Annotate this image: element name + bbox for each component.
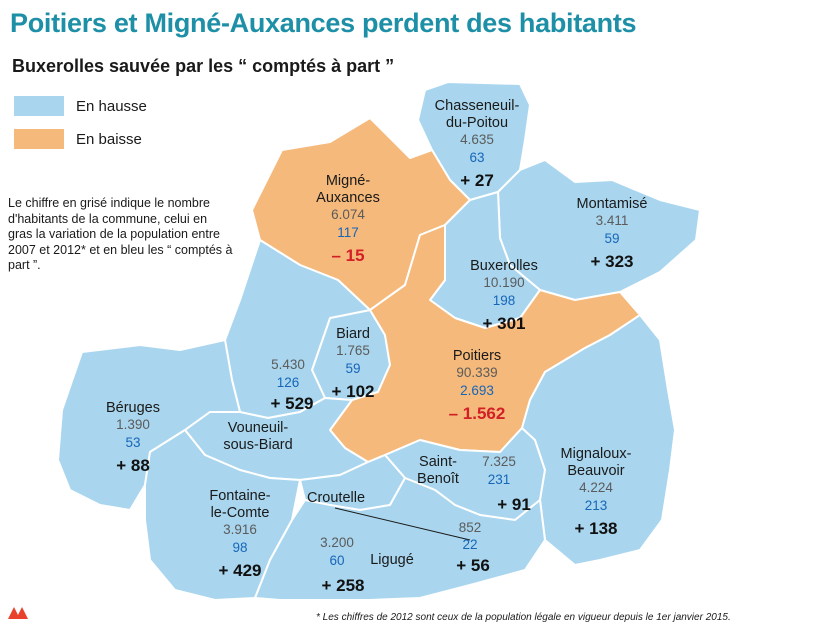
commune-10-name-line-0: Mignaloux- <box>561 446 632 462</box>
commune-11-variation: + 429 <box>218 561 261 580</box>
commune-5-population: 5.430 <box>271 357 305 372</box>
commune-13-variation: + 258 <box>321 576 364 595</box>
commune-shape-mignaloux <box>521 314 676 566</box>
commune-8-name-line-1: sous-Biard <box>223 437 292 453</box>
commune-0-name-line-0: Chasseneuil- <box>435 98 520 114</box>
commune-2-name-line-1: Auxances <box>316 190 380 206</box>
page-subtitle: Buxerolles sauvée par les “ comptés à pa… <box>12 56 395 76</box>
commune-9-variation: + 91 <box>497 495 531 514</box>
commune-0-name-line-1: du-Poitou <box>446 115 508 131</box>
commune-10-name-line-1: Beauvoir <box>567 463 624 479</box>
commune-6-population: 90.339 <box>456 365 497 380</box>
commune-12-name-line-0: Croutelle <box>307 490 365 506</box>
commune-11-name-line-1: le-Comte <box>211 505 270 521</box>
commune-2-name-line-0: Migné- <box>326 173 370 189</box>
commune-8-name-line-0: Vouneuil- <box>228 420 289 436</box>
commune-13-name-line-0: Ligugé <box>370 552 414 568</box>
commune-6-name-line-0: Poitiers <box>453 348 501 364</box>
legend-label-hausse: En hausse <box>76 97 147 115</box>
commune-9-name-line-0: Saint- <box>419 454 457 470</box>
legend-swatch-hausse <box>14 96 64 116</box>
commune-9-population: 7.325 <box>482 454 516 469</box>
commune-11-comptes-a-part: 98 <box>232 540 247 555</box>
legend-item-baisse: En baisse <box>14 129 142 149</box>
commune-6-comptes-a-part: 2.693 <box>460 383 494 398</box>
commune-4-variation: + 102 <box>331 382 374 401</box>
commune-13-population: 3.200 <box>320 535 354 550</box>
croutelle-leader-line <box>334 507 471 541</box>
newspaper-logo-icon <box>8 607 28 619</box>
commune-12-variation: + 56 <box>456 556 490 575</box>
commune-4-population: 1.765 <box>336 343 370 358</box>
commune-2-population: 6.074 <box>331 207 365 222</box>
commune-1-comptes-a-part: 59 <box>604 231 619 246</box>
commune-7-population: 1.390 <box>116 417 150 432</box>
commune-7-name-line-0: Béruges <box>106 400 160 416</box>
legend-item-hausse: En hausse <box>14 96 147 116</box>
commune-10-population: 4.224 <box>579 480 613 495</box>
commune-shape-liguge <box>254 477 546 601</box>
legend-swatch-baisse <box>14 129 64 149</box>
commune-11-population: 3.916 <box>223 522 257 537</box>
commune-4-name-line-0: Biard <box>336 326 370 342</box>
commune-1-variation: + 323 <box>590 252 633 271</box>
commune-6-variation: – 1.562 <box>449 404 506 423</box>
commune-2-comptes-a-part: 117 <box>337 225 359 240</box>
commune-0-population: 4.635 <box>460 132 494 147</box>
commune-9-name-line-1: Benoît <box>417 471 459 487</box>
commune-9-comptes-a-part: 231 <box>488 472 511 487</box>
page-title: Poitiers et Migné-Auxances perdent des h… <box>10 8 637 38</box>
commune-11-name-line-0: Fontaine- <box>209 488 270 504</box>
commune-3-name-line-0: Buxerolles <box>470 258 538 274</box>
commune-1-population: 3.411 <box>596 213 629 228</box>
explanatory-note: Le chiffre en grisé indique le nombre d'… <box>8 196 233 272</box>
commune-4-comptes-a-part: 59 <box>345 361 360 376</box>
legend-label-baisse: En baisse <box>76 130 142 148</box>
commune-2-variation: – 15 <box>331 246 364 265</box>
commune-3-variation: + 301 <box>482 314 525 333</box>
commune-10-variation: + 138 <box>574 519 617 538</box>
commune-12-population: 852 <box>459 520 482 535</box>
commune-0-comptes-a-part: 63 <box>469 150 484 165</box>
commune-10-comptes-a-part: 213 <box>585 498 608 513</box>
commune-7-variation: + 88 <box>116 456 150 475</box>
commune-3-population: 10.190 <box>483 275 524 290</box>
commune-12-comptes-a-part: 22 <box>462 537 477 552</box>
commune-0-variation: + 27 <box>460 171 494 190</box>
commune-1-name-line-0: Montamisé <box>577 196 648 212</box>
commune-3-comptes-a-part: 198 <box>493 293 516 308</box>
footnote: * Les chiffres de 2012 sont ceux de la p… <box>316 612 731 623</box>
commune-7-comptes-a-part: 53 <box>125 435 140 450</box>
commune-5-variation: + 529 <box>270 394 313 413</box>
commune-13-comptes-a-part: 60 <box>329 553 344 568</box>
commune-5-comptes-a-part: 126 <box>277 375 300 390</box>
